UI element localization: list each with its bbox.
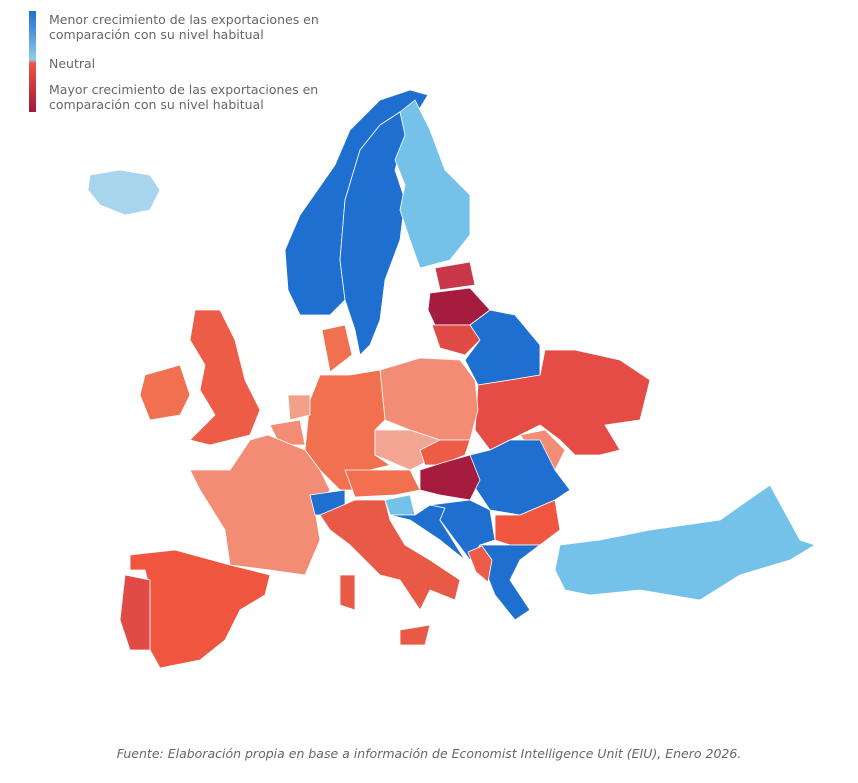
country-denmark [321,324,353,373]
legend-label-higher: Mayor crecimiento de las exportaciones e… [49,82,319,112]
country-spain [129,549,271,669]
country-uk [189,309,261,446]
legend-label-lower: Menor crecimiento de las exportaciones e… [49,12,319,42]
country-sardinia [339,574,356,611]
legend-label-neutral: Neutral [49,56,96,71]
country-slovenia [384,494,416,516]
country-austria [344,469,421,498]
country-romania [469,439,571,516]
country-greece [479,544,541,621]
country-estonia [434,261,476,291]
country-sweden [339,111,411,356]
country-france [189,434,331,576]
country-netherlands [287,394,311,421]
country-belarus [464,309,541,386]
country-albania [467,545,493,583]
country-slovakia [419,439,471,466]
country-finland [394,99,471,269]
country-turkey [554,484,816,601]
country-bulgaria [494,499,561,546]
country-poland [379,357,479,441]
country-ireland [139,364,191,421]
country-hungary [419,454,481,501]
country-portugal [119,574,151,651]
source-note: Fuente: Elaboración propia en base a inf… [116,746,742,761]
country-iceland [87,169,161,216]
country-italy [319,499,461,611]
country-sicily [399,624,431,646]
legend-color-scale [29,11,36,112]
country-lithuania [431,324,481,356]
